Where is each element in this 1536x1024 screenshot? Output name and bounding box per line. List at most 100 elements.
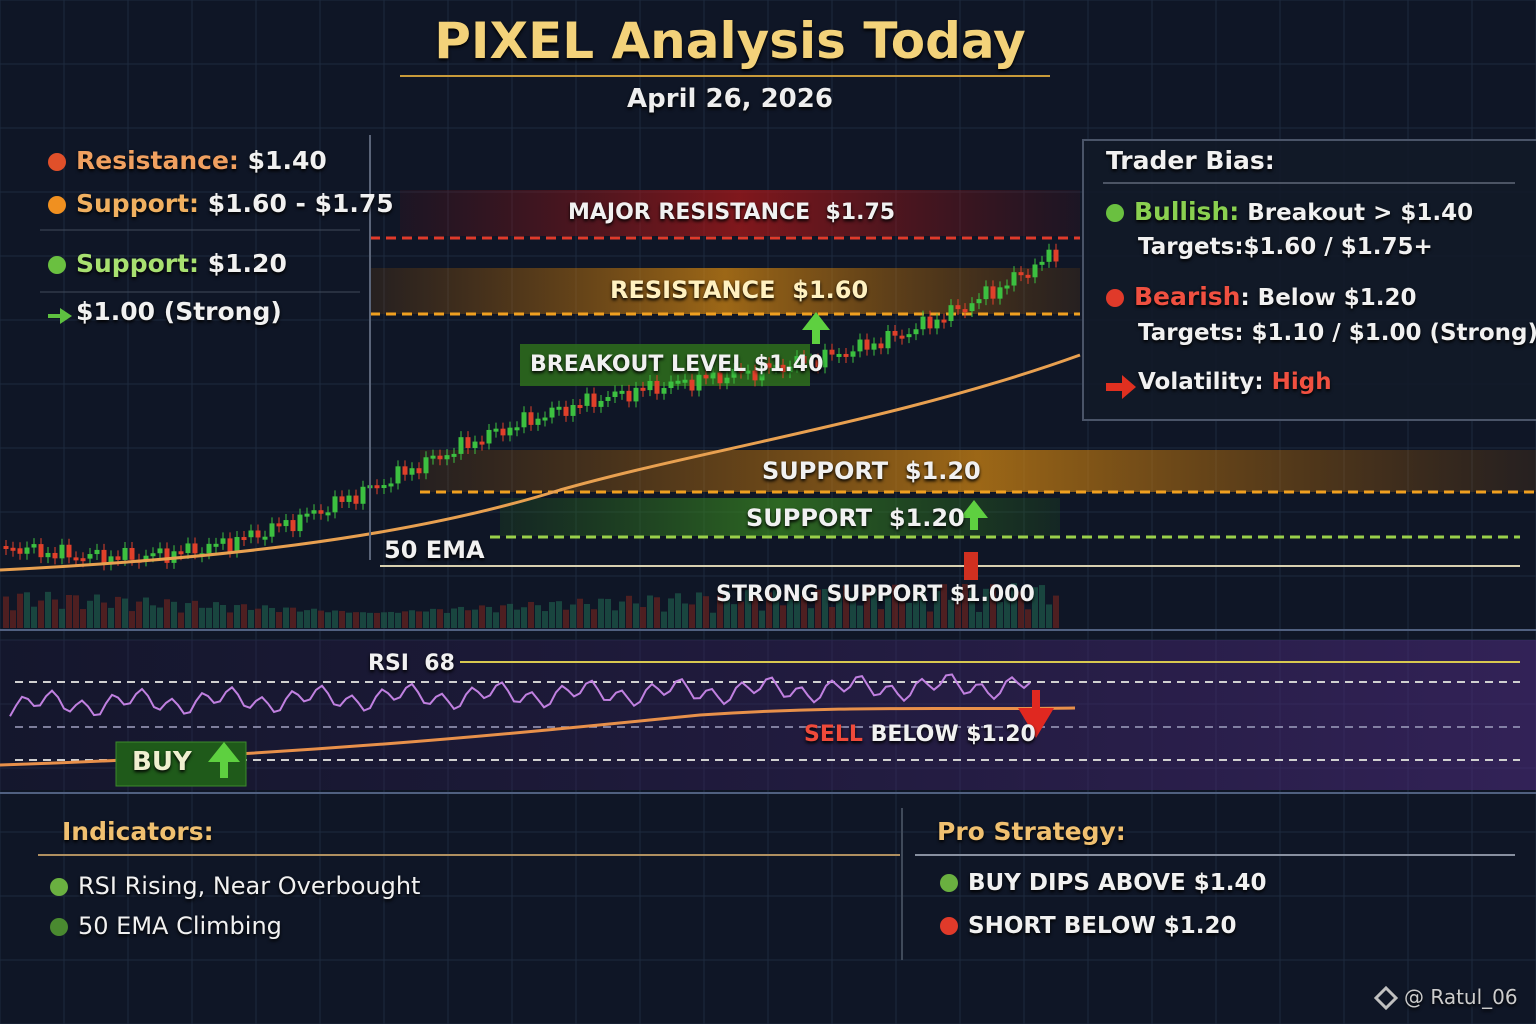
volume-bar	[1025, 609, 1031, 628]
volume-bar	[493, 612, 499, 628]
volume-bar	[920, 589, 926, 628]
chart-label: SELL BELOW $1.20	[804, 722, 1036, 747]
volume-bar	[94, 594, 100, 628]
candle	[311, 510, 317, 514]
candle	[969, 303, 975, 312]
level: Resistance: $1.40	[48, 146, 327, 175]
volume-bar	[255, 608, 261, 628]
candle	[164, 548, 170, 563]
candle	[647, 380, 653, 391]
candle	[374, 485, 380, 489]
volume-bar	[388, 611, 394, 628]
logo	[1373, 985, 1399, 1011]
volume-bar	[815, 589, 821, 628]
candle	[752, 370, 758, 381]
arrow	[48, 308, 72, 324]
volume-bar	[339, 610, 345, 628]
volume-bar	[283, 607, 289, 628]
volume-bar	[3, 596, 9, 628]
candle	[115, 556, 121, 560]
candle	[990, 286, 996, 299]
volume-bar	[451, 608, 457, 628]
volume-bar	[668, 598, 674, 628]
candle	[402, 466, 408, 475]
candle	[24, 547, 30, 554]
candle	[822, 349, 828, 368]
candle	[346, 495, 352, 502]
candle	[157, 548, 163, 554]
candle	[241, 537, 247, 541]
candle	[472, 441, 478, 449]
volume-bar	[157, 607, 163, 628]
volume-bar	[360, 612, 366, 628]
candle	[878, 343, 884, 349]
candle	[577, 405, 583, 409]
volume-bar	[374, 612, 380, 628]
candle	[640, 387, 646, 391]
candle	[290, 520, 296, 532]
candle	[955, 305, 961, 310]
volume-bar	[626, 595, 632, 628]
section-title: Indicators:	[62, 817, 214, 846]
level-value: $1.20	[207, 249, 287, 278]
candle	[934, 319, 940, 329]
candle	[668, 381, 674, 389]
volume-bar	[220, 604, 226, 628]
volume-bar	[10, 610, 16, 628]
volume-bar	[556, 601, 562, 628]
candle	[122, 547, 128, 560]
watermark: @ Ratul_06	[1404, 985, 1518, 1009]
volume-bar	[990, 584, 996, 628]
candle	[535, 418, 541, 425]
candle	[759, 363, 765, 381]
candle	[626, 390, 632, 402]
volume-bar	[101, 602, 107, 628]
candle	[689, 379, 695, 391]
candle	[1032, 264, 1038, 278]
candle	[143, 555, 149, 561]
candle	[619, 390, 625, 394]
candle	[885, 330, 891, 349]
volume-bar	[675, 593, 681, 628]
volume-bar	[486, 606, 492, 628]
volume-bar	[458, 606, 464, 628]
volume-bar	[843, 585, 849, 628]
candle	[1018, 272, 1024, 276]
candle	[514, 427, 520, 431]
candle	[724, 377, 730, 384]
candle	[423, 457, 429, 474]
volume-bar	[605, 598, 611, 628]
volume	[3, 583, 1059, 628]
candle	[906, 334, 912, 338]
candle	[395, 466, 401, 484]
chart-label: SUPPORT $1.20	[746, 504, 965, 532]
candle	[353, 495, 359, 504]
bias-label: Bullish:	[1134, 197, 1240, 226]
volume-bar	[654, 597, 660, 628]
candle	[451, 453, 457, 457]
bias-text: Breakout > $1.40	[1247, 200, 1474, 226]
chart-label: SUPPORT $1.20	[762, 457, 981, 485]
chart-label: STRONG SUPPORT $1.000	[716, 582, 1035, 607]
candle	[283, 520, 289, 527]
candle	[563, 406, 569, 416]
volume-bar	[192, 600, 198, 628]
candle	[780, 364, 786, 373]
rsi-panel	[0, 640, 1536, 790]
volume-bar	[311, 608, 317, 628]
bias-title: Trader Bias:	[1106, 146, 1275, 175]
chart-label: RESISTANCE $1.60	[610, 276, 869, 304]
volume-bar	[906, 602, 912, 628]
level-value: $1.00 (Strong)	[76, 297, 282, 326]
volume-bar	[682, 603, 688, 628]
bias-value: High	[1271, 369, 1332, 395]
up-arrow	[960, 500, 988, 530]
candle	[871, 343, 877, 350]
candle	[479, 441, 485, 445]
candle	[836, 353, 842, 357]
volume-bar	[59, 608, 65, 628]
volume-bar	[689, 604, 695, 628]
support-marker	[964, 552, 978, 580]
volume-bar	[164, 599, 170, 628]
